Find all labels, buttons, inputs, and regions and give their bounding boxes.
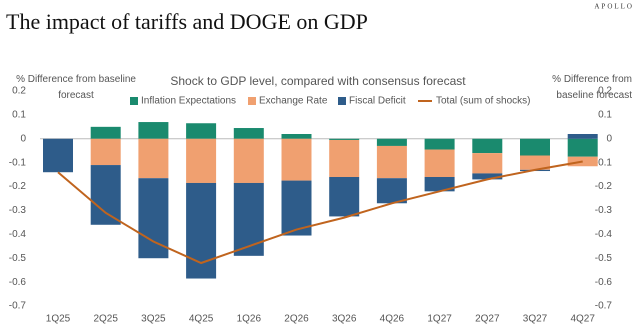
- x-tick-label: 1Q25: [46, 314, 71, 325]
- x-tick-label: 2Q25: [93, 314, 118, 325]
- bar-segment: [424, 138, 455, 150]
- x-tick-label: 4Q25: [189, 314, 214, 325]
- bar-segment: [233, 138, 264, 183]
- x-tick-label: 4Q26: [380, 314, 405, 325]
- y2-tick-label: -0.2: [595, 181, 613, 192]
- bar-segment: [138, 138, 169, 179]
- y-tick-label: -0.4: [9, 229, 27, 240]
- bar-segment: [233, 182, 264, 256]
- legend-label: Inflation Expectations: [141, 96, 236, 107]
- y2-tick-label: 0.1: [598, 110, 612, 121]
- bar-segment: [329, 139, 360, 177]
- bar-segment: [138, 178, 169, 259]
- y2-axis-label: % Difference from baseline forecast: [552, 74, 632, 101]
- legend-swatch: [248, 97, 256, 105]
- bar-segment: [520, 138, 550, 156]
- bar-segment: [472, 173, 503, 180]
- legend-swatch: [130, 97, 138, 105]
- bar-segment: [90, 165, 121, 225]
- bar-segment: [376, 178, 407, 204]
- y-tick-label: -0.7: [9, 301, 27, 312]
- y2-tick-label: -0.5: [595, 253, 613, 264]
- bar-segment: [567, 138, 598, 157]
- total-line: [57, 160, 583, 265]
- x-tick-label: 4Q27: [570, 314, 595, 325]
- x-tick-label: 3Q25: [141, 314, 166, 325]
- bar-segment: [186, 138, 217, 183]
- y-tick-label: -0.2: [9, 181, 27, 192]
- y2-tick-label: 0.2: [598, 86, 612, 97]
- x-tick-label: 2Q27: [475, 314, 500, 325]
- bar-segment: [472, 153, 503, 174]
- bar-segment: [424, 149, 455, 177]
- y2-tick-label: -0.1: [595, 157, 613, 168]
- y-tick-label: -0.6: [9, 277, 27, 288]
- bar-segment: [186, 123, 217, 139]
- bar-segment: [43, 138, 73, 173]
- bar-segment: [520, 155, 550, 170]
- x-tick-label: 1Q27: [427, 314, 452, 325]
- legend-label: Exchange Rate: [259, 96, 328, 107]
- bar-segment: [424, 177, 455, 192]
- y2-tick-label: -0.4: [595, 229, 613, 240]
- bar-segment: [376, 138, 407, 146]
- legend-swatch: [338, 97, 346, 105]
- y-tick-label: 0: [20, 133, 26, 144]
- x-tick-label: 3Q27: [523, 314, 548, 325]
- bar-segment: [90, 138, 121, 166]
- bar-segment: [472, 138, 503, 154]
- y-tick-label: -0.5: [9, 253, 27, 264]
- bar-segment: [376, 145, 407, 179]
- bar-segment: [281, 138, 312, 181]
- x-tick-label: 3Q26: [332, 314, 357, 325]
- y-axis-label: % Difference from baseline forecast: [16, 74, 136, 101]
- y-tick-label: -0.1: [9, 157, 27, 168]
- bar-segment: [138, 122, 169, 139]
- y2-tick-label: -0.7: [595, 301, 613, 312]
- y2-tick-label: -0.3: [595, 205, 613, 216]
- y2-tick-label: 0: [606, 133, 612, 144]
- brand: APOLLO: [594, 3, 634, 11]
- bar-segment: [329, 177, 360, 217]
- bar-segment: [90, 126, 121, 139]
- bar-segment: [567, 134, 598, 139]
- bar-segment: [329, 138, 360, 140]
- y-tick-label: 0.2: [12, 86, 26, 97]
- y-tick-label: 0.1: [12, 110, 26, 121]
- bar-segment: [281, 134, 312, 139]
- legend-label: Total (sum of shocks): [436, 96, 530, 107]
- x-tick-label: 2Q26: [284, 314, 309, 325]
- legend-label: Fiscal Deficit: [349, 96, 406, 107]
- chart-subtitle: Shock to GDP level, compared with consen…: [170, 74, 466, 88]
- y-tick-label: -0.3: [9, 205, 27, 216]
- bar-segment: [233, 128, 264, 139]
- bar-segment: [186, 182, 217, 279]
- x-tick-label: 1Q26: [237, 314, 262, 325]
- y2-tick-label: -0.6: [595, 277, 613, 288]
- chart-title: The impact of tariffs and DOGE on GDP: [6, 9, 368, 34]
